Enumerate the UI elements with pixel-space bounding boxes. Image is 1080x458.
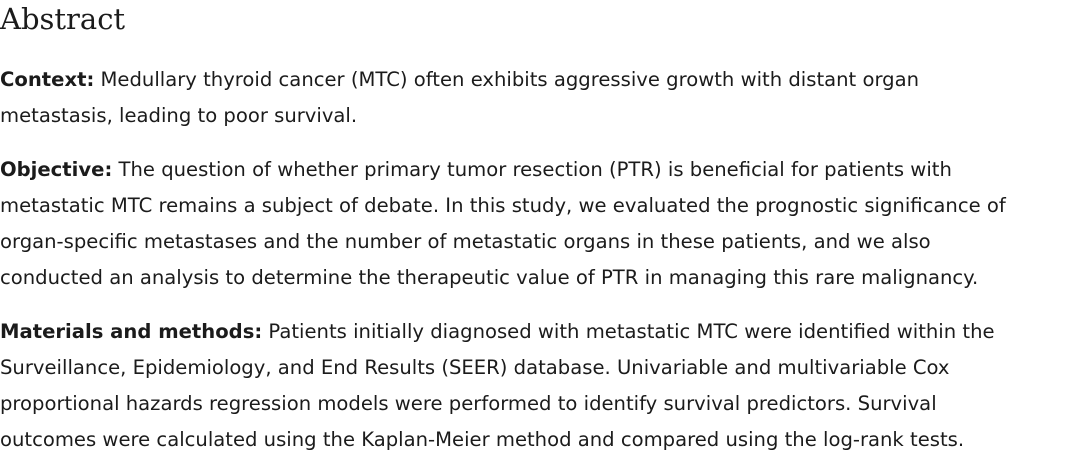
methods-line-1: Materials and methods: Patients initiall… [0, 314, 1078, 350]
context-label: Context: [0, 68, 95, 91]
objective-paragraph: Objective: The question of whether prima… [0, 152, 1078, 296]
methods-line-2: Surveillance, Epidemiology, and End Resu… [0, 356, 950, 379]
methods-label: Materials and methods: [0, 320, 263, 343]
abstract-heading: Abstract [0, 2, 126, 36]
methods-line-3: proportional hazards regression models w… [0, 392, 937, 415]
objective-line-1: Objective: The question of whether prima… [0, 152, 1078, 188]
objective-line-4: conducted an analysis to determine the t… [0, 266, 979, 289]
objective-line-2: metastatic MTC remains a subject of deba… [0, 194, 1006, 217]
objective-line-3: organ-specific metastases and the number… [0, 230, 931, 253]
methods-paragraph: Materials and methods: Patients initiall… [0, 314, 1078, 458]
context-line-2: metastasis, leading to poor survival. [0, 104, 358, 127]
methods-line-4: outcomes were calculated using the Kapla… [0, 428, 965, 451]
methods-text-1: Patients initially diagnosed with metast… [262, 320, 995, 343]
context-line-1: Context: Medullary thyroid cancer (MTC) … [0, 62, 1078, 98]
objective-text-1: The question of whether primary tumor re… [112, 158, 952, 181]
context-text-1: Medullary thyroid cancer (MTC) often exh… [94, 68, 920, 91]
objective-label: Objective: [0, 158, 113, 181]
context-paragraph: Context: Medullary thyroid cancer (MTC) … [0, 62, 1078, 134]
